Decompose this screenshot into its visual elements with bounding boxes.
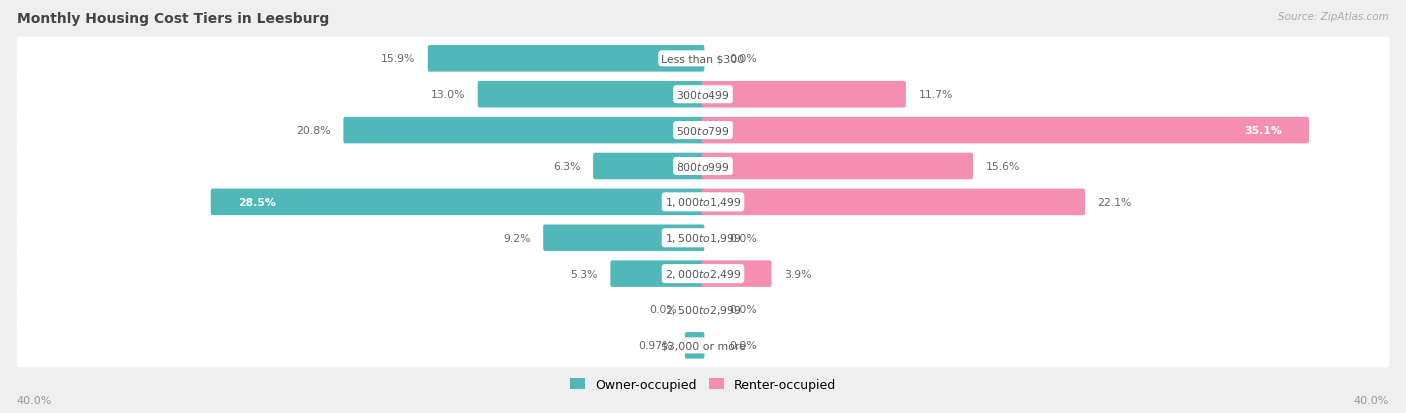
Text: 0.0%: 0.0% [728, 341, 756, 351]
Text: $1,500 to $1,999: $1,500 to $1,999 [665, 232, 741, 244]
Text: 15.9%: 15.9% [381, 54, 415, 64]
FancyBboxPatch shape [17, 37, 1389, 81]
FancyBboxPatch shape [343, 118, 704, 144]
Text: 9.2%: 9.2% [503, 233, 531, 243]
FancyBboxPatch shape [17, 324, 1389, 368]
Text: 0.0%: 0.0% [728, 305, 756, 315]
Text: 5.3%: 5.3% [571, 269, 598, 279]
Text: 11.7%: 11.7% [918, 90, 953, 100]
FancyBboxPatch shape [702, 153, 973, 180]
Text: 15.6%: 15.6% [986, 161, 1019, 171]
Text: $2,000 to $2,499: $2,000 to $2,499 [665, 268, 741, 280]
Text: 35.1%: 35.1% [1244, 126, 1282, 136]
Text: 0.97%: 0.97% [638, 341, 672, 351]
FancyBboxPatch shape [17, 216, 1389, 260]
FancyBboxPatch shape [543, 225, 704, 252]
Text: $300 to $499: $300 to $499 [676, 89, 730, 101]
Text: $800 to $999: $800 to $999 [676, 161, 730, 173]
FancyBboxPatch shape [702, 82, 905, 108]
FancyBboxPatch shape [702, 118, 1309, 144]
Text: Source: ZipAtlas.com: Source: ZipAtlas.com [1278, 12, 1389, 22]
Text: 0.0%: 0.0% [728, 233, 756, 243]
Text: 22.1%: 22.1% [1098, 197, 1132, 207]
FancyBboxPatch shape [17, 109, 1389, 153]
Text: 28.5%: 28.5% [238, 197, 276, 207]
Text: 0.0%: 0.0% [650, 305, 678, 315]
FancyBboxPatch shape [17, 180, 1389, 224]
Text: 6.3%: 6.3% [553, 161, 581, 171]
FancyBboxPatch shape [593, 153, 704, 180]
Text: 3.9%: 3.9% [785, 269, 811, 279]
Text: 0.0%: 0.0% [728, 54, 756, 64]
Text: 40.0%: 40.0% [17, 395, 52, 405]
FancyBboxPatch shape [702, 261, 772, 287]
FancyBboxPatch shape [702, 189, 1085, 216]
Legend: Owner-occupied, Renter-occupied: Owner-occupied, Renter-occupied [565, 373, 841, 396]
Text: Less than $300: Less than $300 [661, 54, 745, 64]
Text: $1,000 to $1,499: $1,000 to $1,499 [665, 196, 741, 209]
Text: $2,500 to $2,999: $2,500 to $2,999 [665, 303, 741, 316]
FancyBboxPatch shape [427, 46, 704, 72]
Text: 20.8%: 20.8% [297, 126, 330, 136]
Text: Monthly Housing Cost Tiers in Leesburg: Monthly Housing Cost Tiers in Leesburg [17, 12, 329, 26]
FancyBboxPatch shape [211, 189, 704, 216]
FancyBboxPatch shape [17, 288, 1389, 332]
FancyBboxPatch shape [17, 145, 1389, 188]
FancyBboxPatch shape [610, 261, 704, 287]
Text: $500 to $799: $500 to $799 [676, 125, 730, 137]
FancyBboxPatch shape [17, 252, 1389, 296]
Text: 13.0%: 13.0% [430, 90, 465, 100]
FancyBboxPatch shape [478, 82, 704, 108]
Text: $3,000 or more: $3,000 or more [661, 341, 745, 351]
FancyBboxPatch shape [17, 73, 1389, 117]
Text: 40.0%: 40.0% [1354, 395, 1389, 405]
FancyBboxPatch shape [685, 332, 704, 359]
